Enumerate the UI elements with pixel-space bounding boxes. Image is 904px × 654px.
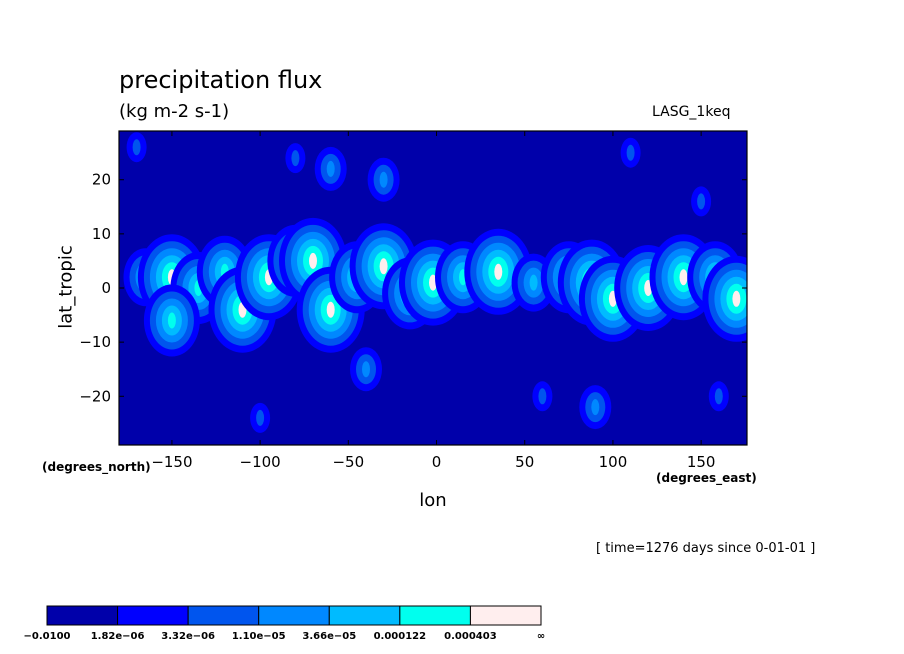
- colorbar-swatch: [46, 605, 119, 626]
- precip-contour-level-3: [591, 399, 600, 416]
- precip-blob: [691, 186, 712, 217]
- y-axis-unit-note: (degrees_north): [42, 460, 151, 474]
- precip-contour-level-6: [494, 263, 503, 280]
- x-axis-unit-note: (degrees_east): [656, 471, 757, 485]
- precip-contour-level-3: [379, 171, 388, 188]
- precip-contour-level-6: [429, 274, 437, 291]
- y-tick-label: −10: [79, 333, 111, 351]
- colorbar-level-label: 3.32e−06: [161, 631, 215, 642]
- precip-contour-level-2: [538, 388, 547, 405]
- colorbar-level-label: ∞: [537, 631, 545, 642]
- precip-blob: [350, 347, 382, 392]
- precip-blob: [532, 381, 553, 412]
- colorbar-swatch: [187, 605, 260, 626]
- precip-contour-level-6: [309, 252, 317, 269]
- precip-contour-level-3: [362, 361, 370, 378]
- precip-contour-level-2: [714, 388, 723, 405]
- precip-blob: [143, 284, 200, 357]
- precip-blob: [620, 137, 641, 168]
- precip-contour-level-2: [626, 144, 635, 161]
- colorbar-level-label: 0.000122: [374, 631, 427, 642]
- x-tick-label: 50: [515, 453, 534, 471]
- colorbar-level-label: 0.000403: [444, 631, 497, 642]
- precip-blob: [126, 132, 147, 163]
- precip-contour-level-6: [326, 301, 335, 318]
- precip-contour-level-3: [326, 160, 335, 177]
- precip-contour-level-2: [132, 139, 141, 156]
- colorbar-level-label: 3.66e−05: [302, 631, 356, 642]
- time-note: [ time=1276 days since 0-01-01 ]: [596, 541, 816, 556]
- y-axis-label: lat_tropic: [55, 245, 77, 329]
- precip-contour-level-5: [167, 312, 176, 329]
- y-tick-label: 0: [101, 279, 111, 297]
- precip-blob: [367, 157, 400, 202]
- y-tick-label: 20: [92, 171, 111, 189]
- colorbar-swatch: [117, 605, 189, 626]
- precip-blob: [579, 385, 612, 430]
- dataset-label: LASG_1keq: [652, 104, 731, 120]
- precip-blob: [250, 402, 271, 433]
- x-tick-label: −100: [240, 453, 281, 471]
- colorbar-swatch: [328, 605, 401, 626]
- y-tick-label: −20: [79, 387, 111, 405]
- colorbar-swatch: [469, 605, 542, 626]
- precip-blob: [314, 146, 347, 191]
- chart-title: precipitation flux: [119, 66, 323, 94]
- y-tick-label: 10: [92, 225, 111, 243]
- precip-contour-level-2: [697, 193, 706, 210]
- precip-contour-level-6: [732, 290, 741, 307]
- x-tick-label: −150: [151, 453, 192, 471]
- precip-contour-level-2: [256, 409, 265, 426]
- precip-contour-level-2: [291, 150, 300, 167]
- precip-contour-level-6: [379, 258, 388, 275]
- colorbar-swatch: [399, 605, 471, 626]
- x-tick-label: −50: [332, 453, 364, 471]
- precip-blob: [708, 381, 729, 412]
- x-tick-label: 100: [599, 453, 628, 471]
- precip-blob: [702, 255, 747, 342]
- chart-units: (kg m-2 s-1): [119, 101, 230, 122]
- precip-blob: [285, 143, 306, 174]
- colorbar-swatch: [258, 605, 330, 626]
- x-tick-label: 150: [687, 453, 716, 471]
- x-axis-label: lon: [419, 490, 447, 511]
- precip-contour-level-4: [529, 274, 538, 291]
- colorbar-level-label: −0.0100: [24, 631, 71, 642]
- colorbar-level-label: 1.82e−06: [91, 631, 145, 642]
- x-tick-label: 0: [432, 453, 442, 471]
- precip-contour-level-6: [679, 269, 688, 286]
- colorbar-level-label: 1.10e−05: [232, 631, 286, 642]
